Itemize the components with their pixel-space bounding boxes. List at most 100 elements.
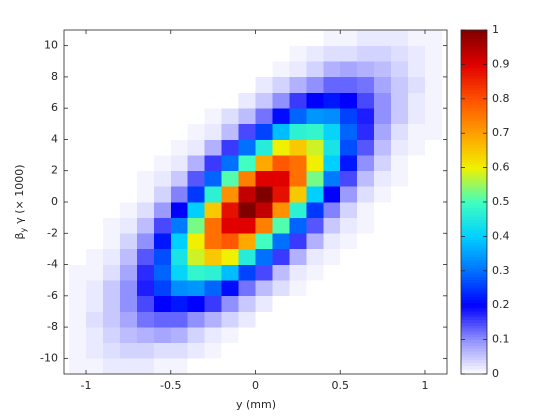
colorbar-swatch [461,365,487,369]
cell [170,76,189,93]
cell [255,61,273,78]
cell [170,202,189,218]
cell [357,45,375,62]
cell [408,202,426,218]
colorbar-swatch [461,159,487,163]
cell [119,186,138,203]
cell [340,139,358,156]
cell [391,123,409,140]
colorbar-tick-label: 0.7 [492,126,510,139]
cell [323,295,341,312]
cell [204,358,222,375]
colorbar-swatch [461,285,487,289]
cell [102,61,121,78]
cell [136,139,155,156]
x-tick-label: -0.5 [160,379,181,392]
cell [69,45,87,62]
cell [153,342,172,359]
cell [221,280,239,297]
cell [391,202,409,218]
colorbar-swatch [461,32,487,37]
cell [136,202,155,218]
cell [391,139,409,156]
cell [408,155,426,172]
colorbar-swatch [461,345,487,349]
cell [136,155,155,172]
cell [306,248,324,265]
cell [391,170,409,187]
cell [153,170,172,187]
colorbar-swatch [461,78,487,83]
colorbar-swatch [461,204,487,209]
y-tick-label: 6 [51,101,58,114]
cell [221,61,239,78]
cell [391,342,409,359]
cell [323,202,341,218]
colorbar-swatch [461,176,487,180]
cell [119,217,138,234]
cell [255,327,273,344]
cell [102,264,121,281]
colorbar-swatch [461,107,487,111]
y-tick-label: 0 [51,195,58,208]
cell [136,264,155,281]
colorbar-swatch [461,156,487,160]
cell [272,170,290,187]
colorbar-swatch [461,73,487,77]
cell [255,280,273,297]
colorbar-swatch [461,153,487,157]
cell [340,264,358,281]
cell [69,217,87,234]
colorbar-swatch [461,353,487,358]
cell [204,45,222,62]
colorbar-swatch [461,342,487,346]
colorbar-swatch [461,164,487,169]
cell [221,202,239,218]
cell [357,202,375,218]
colorbar-swatch [461,187,487,192]
cell [86,280,104,297]
cell [204,248,222,265]
y-tick-label: 8 [51,70,58,83]
cell [323,170,341,187]
cell [424,202,443,218]
cell [86,327,104,344]
y-tick-label: 2 [51,164,58,177]
cell [289,108,307,125]
colorbar-swatch [461,133,487,137]
colorbar-swatch [461,173,487,177]
cell [255,76,273,93]
cell [153,155,172,172]
cell [136,342,155,359]
cell [153,139,172,156]
cell [204,139,222,156]
cell [102,295,121,312]
cell [153,248,172,265]
colorbar-swatch [461,308,487,312]
cell [221,30,239,46]
y-tick-label: -6 [47,289,58,302]
cell [238,45,256,62]
cell [102,202,121,218]
colorbar-swatch [461,150,487,154]
cell [153,217,172,234]
y-tick-label: 10 [44,39,58,52]
cell [424,123,443,140]
cell [323,155,341,172]
cell [136,311,155,328]
cell [272,30,290,46]
cell [357,280,375,297]
cell [187,76,205,93]
cell [289,342,307,359]
cell [204,123,222,140]
colorbar-swatch [461,328,487,332]
colorbar-swatch [461,262,487,266]
cell [424,342,443,359]
cell [340,76,358,93]
colorbar-swatch [461,219,487,223]
cell [238,170,256,187]
cell [153,295,172,312]
cell [221,233,239,250]
cell [323,76,341,93]
cell [204,295,222,312]
